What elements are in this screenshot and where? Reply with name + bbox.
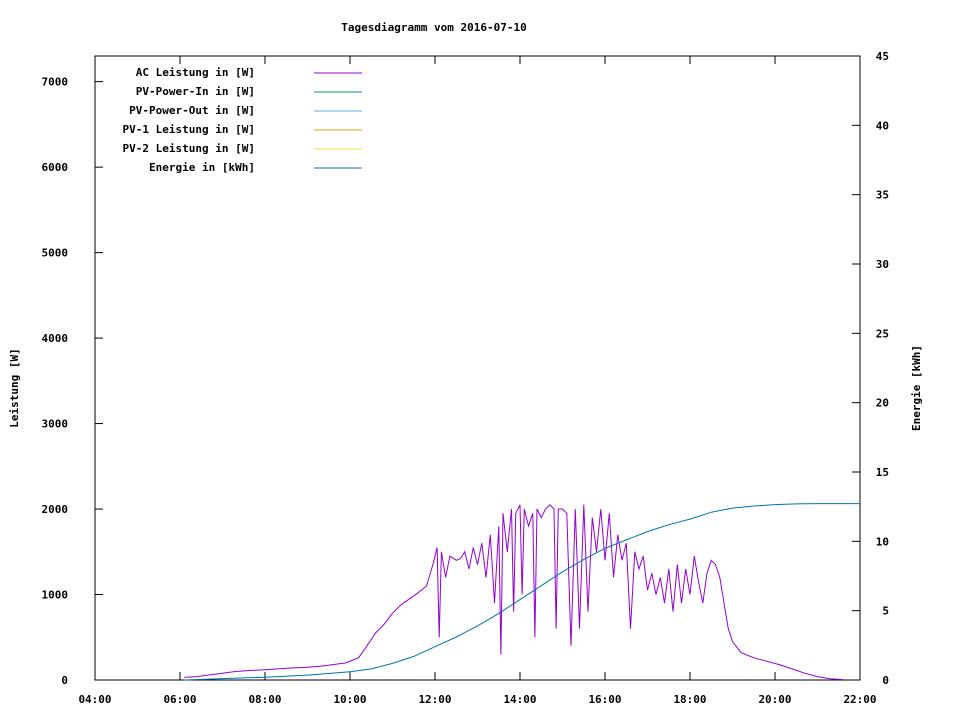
- x-tick-label: 22:00: [843, 693, 876, 706]
- y2-tick-label: 35: [876, 189, 889, 202]
- y-tick-label: 1000: [42, 589, 69, 602]
- legend-label: AC Leistung in [W]: [136, 66, 255, 79]
- legend-label: PV-2 Leistung in [W]: [123, 142, 255, 155]
- y-tick-label: 5000: [42, 247, 69, 260]
- x-tick-label: 18:00: [673, 693, 706, 706]
- y2-tick-label: 25: [876, 327, 889, 340]
- x-axis: 04:00 06:00 08:00 10:00 12:00 14:00 16:00 18:00…: [78, 56, 877, 706]
- series-line-energie-in-kwh: [184, 503, 860, 681]
- y-axis-label: Leistung [W]: [8, 348, 21, 427]
- series-layer: [184, 503, 860, 681]
- x-tick-label: 20:00: [758, 693, 791, 706]
- legend-label: PV-Power-Out in [W]: [129, 104, 255, 117]
- y-tick-label: 4000: [42, 332, 69, 345]
- y-axis-left: 0 1000 2000 3000 4000 5000 6000 7000: [42, 76, 103, 687]
- series-line-ac-leistung-in-w: [184, 504, 844, 681]
- y2-tick-label: 15: [876, 466, 889, 479]
- y2-axis-label: Energie [kWh]: [910, 345, 923, 431]
- y-tick-label: 7000: [42, 76, 69, 89]
- y-tick-label: 3000: [42, 418, 69, 431]
- x-tick-label: 14:00: [503, 693, 536, 706]
- x-tick-label: 04:00: [78, 693, 111, 706]
- x-tick-label: 12:00: [418, 693, 451, 706]
- y-tick-label: 6000: [42, 161, 69, 174]
- chart-title: Tagesdiagramm vom 2016-07-10: [341, 21, 526, 34]
- plot-frame: [94, 55, 861, 681]
- y-axis-right: 0 5 10 15 20 25 30 35 40 45: [852, 50, 889, 687]
- x-tick-label: 10:00: [333, 693, 366, 706]
- y2-tick-label: 5: [882, 605, 889, 618]
- legend: AC Leistung in [W] PV-Power-In in [W] PV-P…: [123, 66, 362, 174]
- y2-tick-label: 0: [882, 674, 889, 687]
- y2-tick-label: 40: [876, 119, 889, 132]
- y2-tick-label: 30: [876, 258, 889, 271]
- legend-label: PV-Power-In in [W]: [136, 85, 255, 98]
- legend-label: Energie in [kWh]: [149, 161, 255, 174]
- legend-label: PV-1 Leistung in [W]: [123, 123, 255, 136]
- x-tick-label: 08:00: [248, 693, 281, 706]
- y2-tick-label: 20: [876, 397, 889, 410]
- x-tick-label: 16:00: [588, 693, 621, 706]
- y-tick-label: 2000: [42, 503, 69, 516]
- y-tick-label: 0: [61, 674, 68, 687]
- y2-tick-label: 10: [876, 535, 889, 548]
- x-tick-label: 06:00: [163, 693, 196, 706]
- y2-tick-label: 45: [876, 50, 889, 63]
